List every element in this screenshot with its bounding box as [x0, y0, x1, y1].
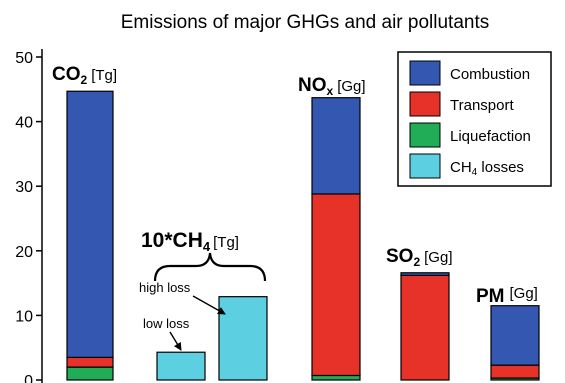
low-loss-annotation: low loss [143, 316, 190, 331]
y-tick-label: 20 [15, 244, 33, 261]
so2-bar-transport [400, 274, 450, 381]
so2-label: SO2 [Gg] [386, 246, 453, 269]
so2-label-main: SO [386, 246, 413, 267]
so2-bar-combustion [400, 272, 450, 276]
y-tick-label: 30 [15, 179, 33, 196]
pm-label-unit: [Gg] [510, 285, 538, 302]
co2-label-unit: [Tg] [91, 67, 117, 84]
nox-bar-liquefaction [311, 374, 361, 381]
pm-bar-transport [490, 364, 540, 379]
ch4-label: 10*CH4 [Tg] [141, 229, 239, 254]
legend-swatch-combustion [409, 60, 441, 86]
y-tick-label: 0 [24, 373, 33, 383]
co2-bar-combustion [66, 90, 114, 358]
y-tick-label: 50 [15, 50, 33, 67]
high-loss-annotation: high loss [139, 280, 191, 295]
co2-label-main: CO [52, 64, 81, 85]
nox-label: NOx [Gg] [298, 75, 366, 98]
legend: Combustion Transport Liquefaction CH4 lo… [397, 51, 552, 187]
nox-label-sub: x [327, 84, 334, 98]
ch4-label-unit: [Tg] [213, 234, 239, 251]
ch4-label-main: 10*CH [141, 229, 203, 252]
nox-bar-combustion [311, 97, 361, 195]
pm-bar-combustion [490, 305, 540, 366]
co2-bar-transport [66, 356, 114, 368]
co2-label-sub: 2 [81, 73, 88, 87]
pm-label-main: PM [476, 286, 505, 307]
nox-label-main: NO [298, 75, 327, 96]
pm-label: PM [Gg] [476, 285, 538, 307]
ch4-low-bar-ch4-losses [156, 351, 206, 381]
high-loss-arrow [192, 295, 226, 315]
co2-label: CO2 [Tg] [52, 64, 117, 87]
ch4-brace [153, 252, 267, 282]
legend-label-combustion: Combustion [450, 66, 530, 83]
legend-swatch-ch4-losses [409, 153, 441, 179]
chart-title: Emissions of major GHGs and air pollutan… [121, 12, 490, 33]
bars [66, 90, 540, 381]
nox-bar-transport [311, 193, 361, 377]
ch4-label-sub: 4 [203, 239, 211, 254]
legend-label-liquefaction: Liquefaction [450, 128, 531, 145]
y-axis: 0 10 20 30 40 50 [15, 49, 43, 383]
nox-label-unit: [Gg] [337, 78, 365, 95]
ch4-high-bar-ch4-losses [218, 296, 268, 381]
legend-swatch-transport [409, 91, 441, 117]
legend-label-transport: Transport [450, 97, 514, 114]
y-tick-label: 10 [15, 308, 33, 325]
co2-bar-liquefaction [66, 366, 114, 381]
so2-label-unit: [Gg] [424, 249, 452, 266]
so2-label-sub: 2 [413, 255, 420, 269]
legend-swatch-liquefaction [409, 122, 441, 148]
y-tick-label: 40 [15, 115, 33, 132]
legend-label-ch4-losses: CH4 losses [450, 159, 524, 178]
low-loss-arrow [169, 331, 182, 351]
